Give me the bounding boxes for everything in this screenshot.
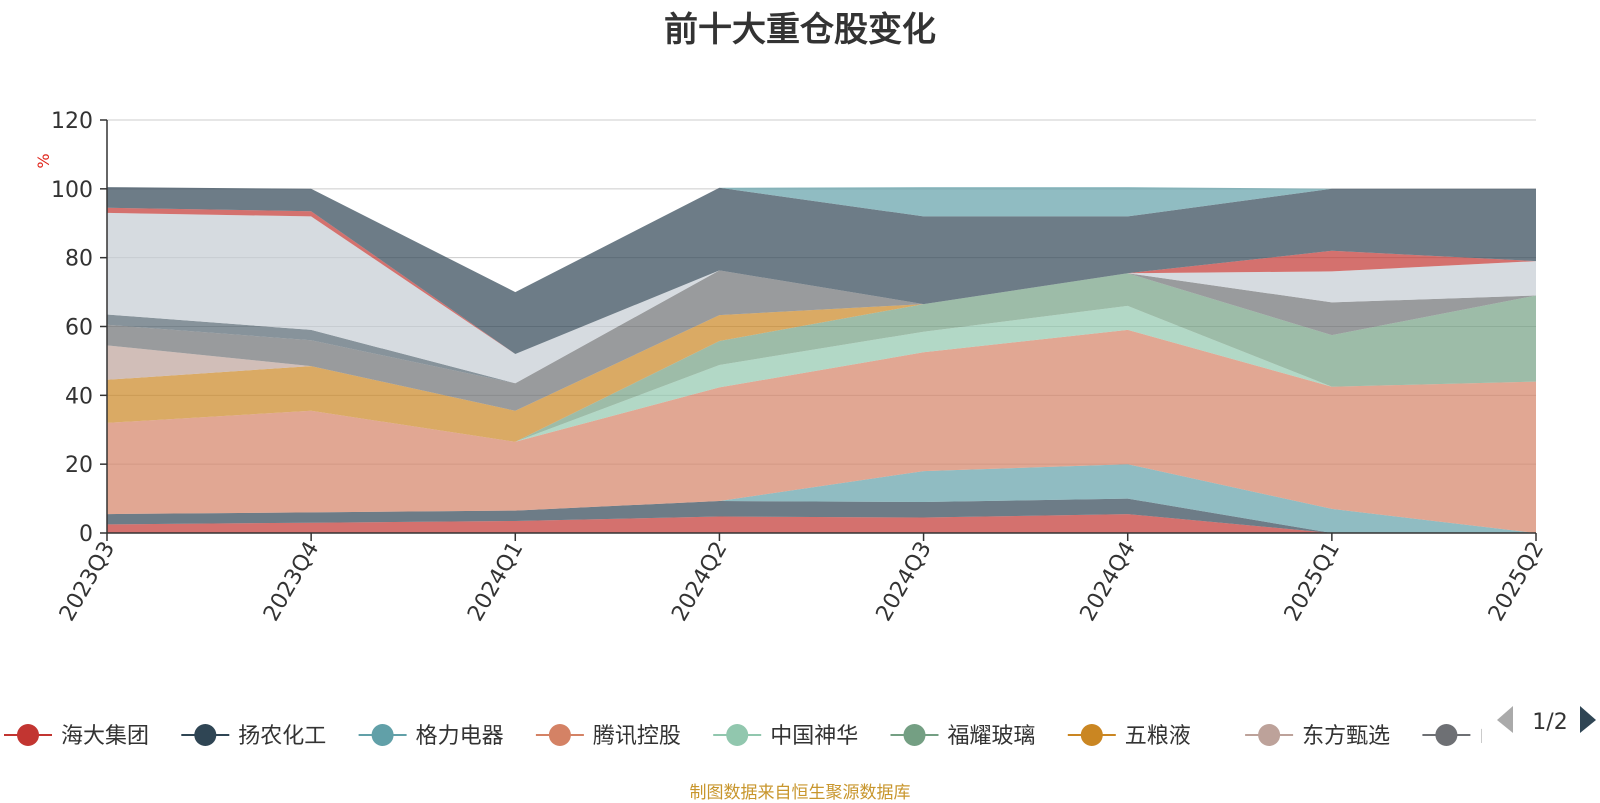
pager-prev-icon[interactable] <box>1497 706 1513 733</box>
legend-label: 山西汾酒 <box>1479 724 1567 749</box>
legend-label: 格力电器 <box>416 724 504 749</box>
legend-marker-icon <box>726 724 749 746</box>
legend-pager: 1/2 <box>1497 706 1596 735</box>
x-tick-label: 2024Q1 <box>463 538 528 626</box>
legend-label: 东方甄选 <box>1302 724 1390 749</box>
area-series-group <box>107 187 1536 533</box>
area-series-5 <box>107 305 1536 442</box>
y-tick-label: 40 <box>65 384 93 409</box>
legend-item[interactable]: 海大集团 <box>4 724 149 749</box>
area-series-7 <box>107 273 1536 442</box>
x-tick-label: 2025Q1 <box>1280 538 1345 626</box>
legend-label: 扬农化工 <box>238 724 326 749</box>
legend: 海大集团 扬农化工 格力电器 腾讯控股 中国神华 福耀玻璃 五粮液 东方甄选 山西汾酒 <box>4 724 1567 749</box>
y-tick-label: 60 <box>65 316 93 341</box>
area-series-4 <box>107 329 1536 533</box>
legend-marker-icon <box>194 724 217 746</box>
area-series-9 <box>107 270 1536 411</box>
legend-item[interactable]: 格力电器 <box>358 724 504 749</box>
area-series-6 <box>107 273 1536 442</box>
legend-item[interactable]: 五粮液 <box>1067 724 1191 749</box>
x-tick-label: 2023Q3 <box>55 538 120 626</box>
pager-text: 1/2 <box>1532 710 1567 735</box>
legend-marker-icon <box>1435 724 1458 746</box>
area-series-2 <box>107 498 1536 533</box>
y-tick-label: 120 <box>51 109 93 134</box>
area-series-1 <box>107 514 1536 533</box>
legend-item[interactable]: 山西汾酒 <box>1422 724 1567 749</box>
x-tick-label: 2023Q4 <box>259 538 324 626</box>
area-series-11 <box>107 212 1536 384</box>
legend-marker-icon <box>903 724 926 746</box>
legend-marker-icon <box>17 724 39 746</box>
x-tick-label: 2024Q4 <box>1076 538 1141 626</box>
y-axis-label: % <box>34 153 53 168</box>
source-note: 制图数据来自恒生聚源数据库 <box>689 783 911 803</box>
x-tick-label: 2024Q3 <box>871 538 936 626</box>
legend-item[interactable]: 福耀玻璃 <box>890 724 1036 749</box>
y-tick-label: 100 <box>51 178 93 203</box>
legend-marker-icon <box>1258 724 1281 746</box>
legend-item[interactable]: 扬农化工 <box>181 724 326 749</box>
legend-label: 五粮液 <box>1125 724 1191 749</box>
y-tick-label: 80 <box>65 247 93 272</box>
legend-item[interactable]: 中国神华 <box>713 724 858 749</box>
x-tick-label: 2024Q2 <box>667 538 732 626</box>
area-series-3 <box>107 464 1536 533</box>
area-series-13 <box>107 187 1536 354</box>
y-tick-label: 0 <box>79 522 93 547</box>
x-tick-label: 2025Q2 <box>1484 538 1549 626</box>
legend-marker-icon <box>1080 724 1103 746</box>
legend-marker-icon <box>548 724 571 746</box>
legend-label: 福耀玻璃 <box>948 724 1036 749</box>
pager-next-icon[interactable] <box>1580 706 1596 733</box>
chart-title: 前十大重仓股变化 <box>664 10 936 50</box>
legend-marker-icon <box>371 724 394 746</box>
legend-label: 腾讯控股 <box>593 724 681 749</box>
legend-label: 海大集团 <box>61 724 149 749</box>
legend-item[interactable]: 腾讯控股 <box>535 724 681 749</box>
y-tick-label: 20 <box>65 453 93 478</box>
legend-item[interactable]: 东方甄选 <box>1245 724 1390 749</box>
legend-label: 中国神华 <box>770 724 858 749</box>
